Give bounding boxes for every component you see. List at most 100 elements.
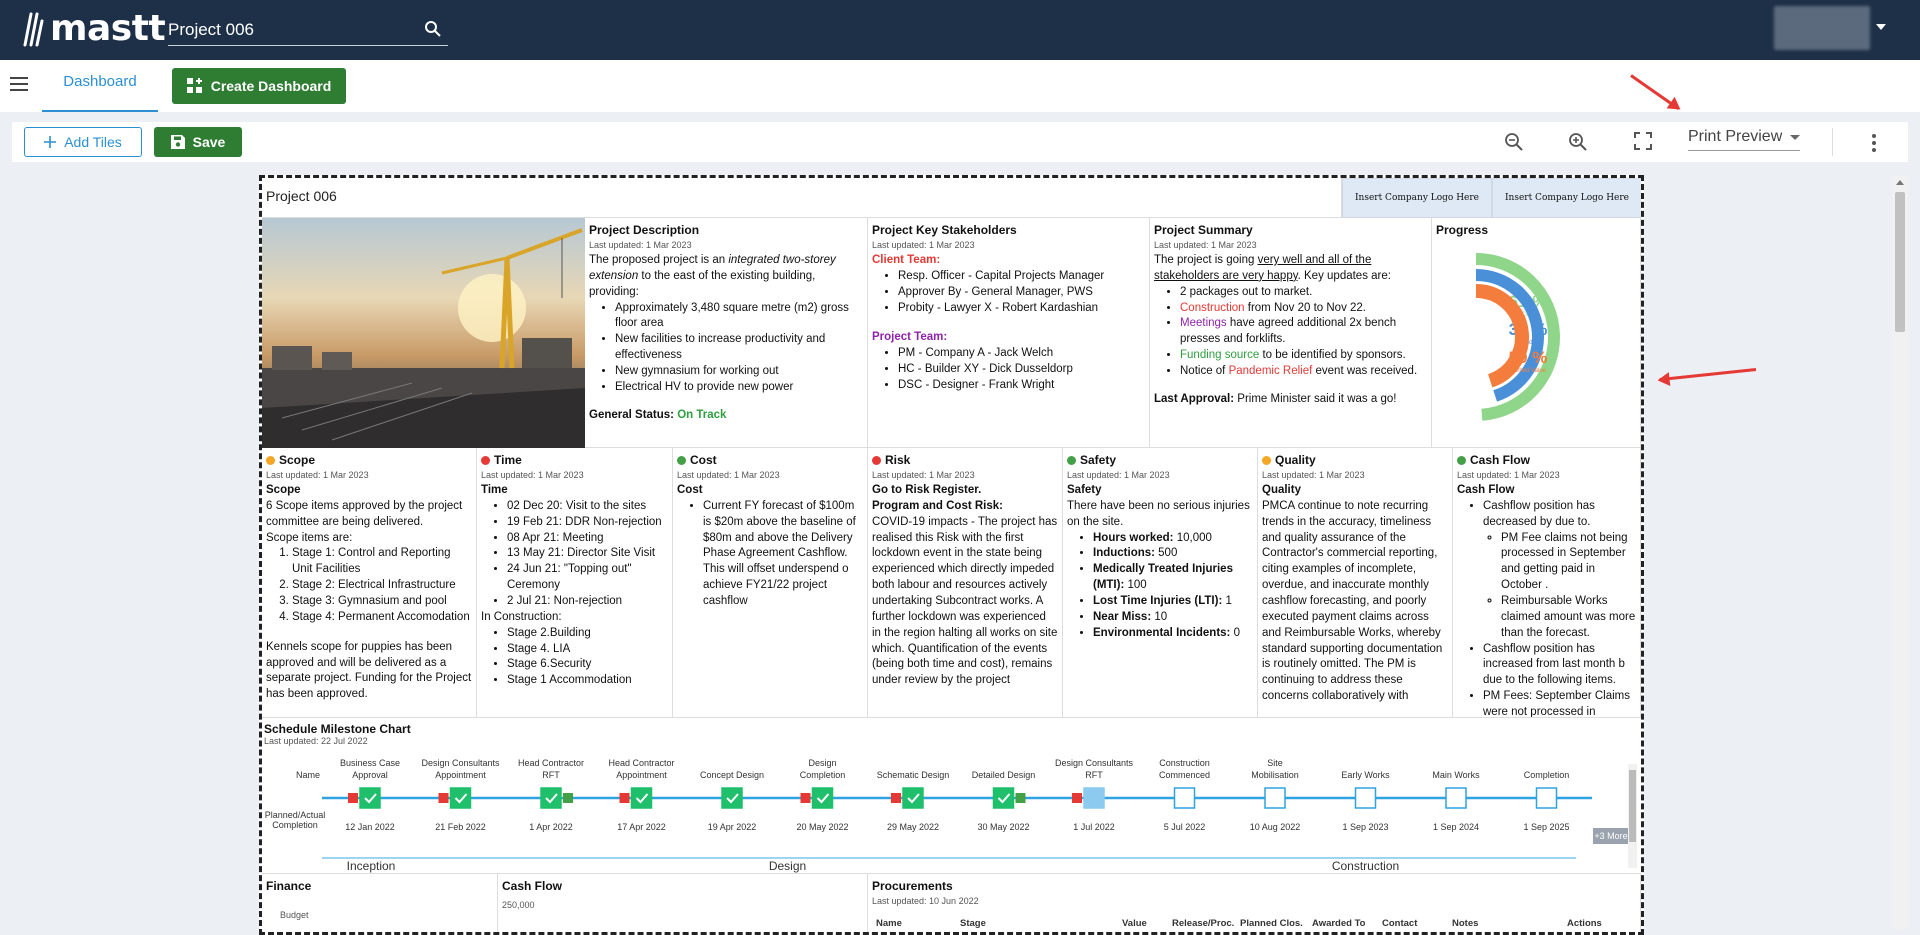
zoom-in-icon[interactable] (1568, 132, 1588, 152)
milestone-marker[interactable] (1083, 787, 1105, 809)
scope-tile[interactable]: Scope Last updated: 1 Mar 2023 Scope 6 S… (262, 448, 477, 718)
app-logo[interactable]: mastt (22, 8, 166, 49)
milestone-marker[interactable] (721, 787, 743, 809)
zoom-out-icon[interactable] (1504, 132, 1524, 152)
procurements-tile[interactable]: Procurements Last updated: 10 Jun 2022 N… (868, 874, 1641, 932)
progress-label: Earned Value (1510, 368, 1547, 374)
cash-flow-tile[interactable]: Cash Flow Last updated: 1 Mar 2023 Cash … (1453, 448, 1641, 718)
progress-tile[interactable]: Progress 61 % Cost 31 % Schedule 50 % Earned … (1432, 218, 1641, 448)
last-updated: Last updated: 1 Mar 2023 (481, 469, 584, 480)
user-menu-caret-icon[interactable] (1876, 24, 1886, 30)
list-item: Stage 6.Security (507, 657, 668, 673)
risk-register-link[interactable]: Go to Risk Register. (872, 483, 982, 496)
milestone-marker[interactable] (811, 787, 834, 809)
phase-label: Inception (322, 857, 420, 873)
milestone-flag (1015, 793, 1026, 803)
cash-flow-chart-tile[interactable]: Cash Flow 250,000 (498, 874, 868, 932)
list-item: Approximately 3,480 square metre (m2) gr… (615, 301, 863, 333)
milestone-marker[interactable] (992, 787, 1015, 809)
scrollbar-thumb[interactable] (1895, 192, 1905, 332)
list-item: Stage 2: Electrical Infrastructure (292, 578, 472, 594)
list-item: 02 Dec 20: Visit to the sites (507, 499, 668, 515)
milestone-marker[interactable] (1264, 787, 1286, 809)
phase-label: Construction (1155, 857, 1576, 873)
project-search[interactable] (168, 14, 448, 46)
last-updated: Last updated: 10 Jun 2022 (872, 895, 979, 906)
list-item: PM Fee claims not being processed in Sep… (1501, 531, 1636, 594)
time-tile[interactable]: Time Last updated: 1 Mar 2023 Time 02 De… (477, 448, 673, 718)
project-summary-tile[interactable]: Project Summary Last updated: 1 Mar 2023… (1150, 218, 1432, 448)
quality-tile[interactable]: Quality Last updated: 1 Mar 2023 Quality… (1258, 448, 1453, 718)
table-column-header[interactable]: Notes (1452, 917, 1479, 929)
milestone-marker[interactable] (449, 787, 472, 809)
milestone-marker[interactable] (630, 787, 653, 809)
more-milestones-button[interactable]: +3 More (1593, 828, 1629, 844)
milestone-marker[interactable] (1445, 787, 1467, 809)
project-search-input[interactable] (168, 14, 408, 40)
quality-text: PMCA continue to note recurring trends i… (1262, 499, 1443, 703)
status-dot-amber (1262, 456, 1271, 465)
table-column-header[interactable]: Planned Clos. (1240, 917, 1303, 929)
milestone-name: Main Works (1432, 770, 1480, 780)
check-icon (545, 793, 558, 804)
risk-tile[interactable]: Risk Last updated: 1 Mar 2023 Go to Risk… (868, 448, 1063, 718)
create-dashboard-button[interactable]: Create Dashboard (172, 68, 346, 104)
page-scrollbar[interactable] (1892, 176, 1908, 929)
project-team-list: PM - Company A - Jack Welch HC - Builder… (872, 346, 1145, 394)
list-item: Reimbursable Works claimed amount was mo… (1501, 594, 1636, 642)
fullscreen-icon[interactable] (1634, 132, 1652, 150)
list-item: Notice of Pandemic Relief event was rece… (1180, 364, 1427, 380)
progress-ring-earned-value (1475, 283, 1529, 387)
dashboard-add-icon (186, 78, 202, 93)
list-item: Stage 1 Accommodation (507, 673, 668, 689)
milestone-marker[interactable] (1173, 787, 1196, 809)
table-column-header[interactable]: Actions (1567, 917, 1602, 929)
dashboard-title[interactable]: Project 006 (262, 178, 1342, 218)
company-logo-placeholder[interactable]: Insert Company Logo Here (1492, 178, 1641, 218)
list-item: New gymnasium for working out (615, 364, 863, 380)
table-column-header[interactable]: Contact (1382, 917, 1418, 929)
milestone-flag (891, 793, 901, 803)
milestone-date: 20 May 2022 (796, 822, 848, 832)
stakeholders-tile[interactable]: Project Key Stakeholders Last updated: 1… (868, 218, 1150, 448)
milestone-marker[interactable] (540, 787, 562, 809)
milestone-date: 1 Sep 2023 (1342, 822, 1388, 832)
finance-tile[interactable]: Finance Budget (262, 874, 498, 932)
hamburger-menu-icon[interactable] (10, 77, 28, 91)
list-item: PM - Company A - Jack Welch (898, 346, 1145, 362)
list-item: 2 packages out to market. (1180, 285, 1427, 301)
more-options-icon[interactable] (1872, 134, 1876, 155)
schedule-milestone-chart[interactable]: Schedule Milestone Chart Last updated: 2… (262, 718, 1641, 874)
table-column-header[interactable]: Name (876, 917, 902, 929)
table-column-header[interactable]: Stage (960, 917, 986, 929)
table-column-header[interactable]: Value (1122, 917, 1147, 929)
tile-title: Project Key Stakeholders (872, 223, 1017, 237)
progress-value: 50 % (1509, 348, 1548, 367)
risk-text: COVID-19 impacts - The project has reali… (872, 515, 1058, 687)
print-preview-dropdown[interactable]: Print Preview (1688, 128, 1801, 151)
add-tiles-button[interactable]: Add Tiles (24, 127, 142, 157)
milestone-scrollbar[interactable] (1628, 764, 1637, 868)
milestone-date: 1 Sep 2024 (1433, 822, 1479, 832)
list-item: 08 Apr 21: Meeting (507, 531, 668, 547)
tab-dashboard[interactable]: Dashboard (42, 60, 158, 112)
description-intro: The proposed project is an integrated tw… (589, 253, 836, 298)
tile-heading: Safety (1067, 483, 1102, 496)
cost-tile[interactable]: Cost Last updated: 1 Mar 2023 Cost Curre… (673, 448, 868, 718)
chevron-down-icon (1790, 134, 1801, 140)
table-column-header[interactable]: Awarded To (1312, 917, 1366, 929)
cash-flow-list: Cashflow position has decreased by due t… (1457, 499, 1636, 717)
table-column-header[interactable]: Release/Proc. (1172, 917, 1235, 929)
user-avatar[interactable] (1774, 6, 1870, 50)
safety-tile[interactable]: Safety Last updated: 1 Mar 2023 Safety T… (1063, 448, 1258, 718)
scroll-up-icon[interactable] (1896, 180, 1904, 185)
milestone-marker[interactable] (1354, 787, 1377, 809)
search-icon[interactable] (424, 20, 442, 38)
milestone-marker[interactable] (359, 787, 381, 809)
milestone-marker[interactable] (902, 787, 924, 809)
milestone-date: 1 Sep 2025 (1523, 822, 1569, 832)
company-logo-placeholder[interactable]: Insert Company Logo Here (1342, 178, 1492, 218)
project-description-tile[interactable]: Project Description Last updated: 1 Mar … (585, 218, 868, 448)
save-button[interactable]: Save (154, 127, 242, 157)
milestone-marker[interactable] (1535, 787, 1558, 809)
